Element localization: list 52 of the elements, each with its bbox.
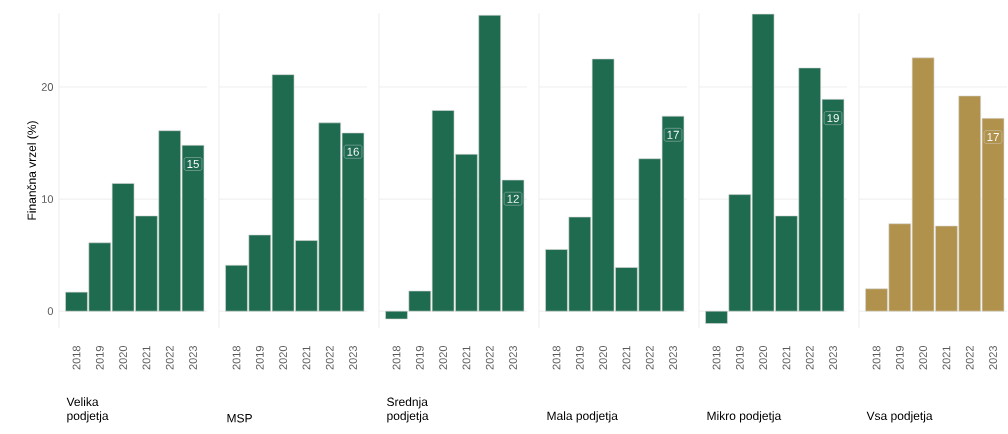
data-label: 12 bbox=[507, 194, 519, 203]
x-tick-label: 2018 bbox=[552, 346, 561, 370]
x-tick-label: 2023 bbox=[349, 346, 357, 370]
x-tick-label: 2021 bbox=[302, 346, 311, 370]
x-tick-label: 2019 bbox=[575, 346, 584, 370]
x-tick-label: 2019 bbox=[95, 346, 104, 370]
data-label: 17 bbox=[987, 133, 999, 141]
data-label: 19 bbox=[827, 114, 839, 123]
x-tick-label: 2019 bbox=[255, 346, 264, 370]
x-tick-label: 2020 bbox=[439, 345, 447, 370]
x-tick-label: 2022 bbox=[165, 346, 174, 370]
x-tick-label: 2019 bbox=[895, 346, 904, 370]
data-label: 15 bbox=[187, 159, 199, 168]
x-tick-label: 2020 bbox=[919, 345, 927, 370]
x-tick-label: 2019 bbox=[735, 346, 744, 370]
x-tick-label: 2023 bbox=[829, 346, 837, 370]
x-tick-label: 2022 bbox=[485, 346, 494, 370]
x-tick-label: 2018 bbox=[712, 346, 721, 370]
data-label: 16 bbox=[347, 147, 359, 156]
text: Vsa podjetja bbox=[866, 411, 933, 423]
text: Mikro podjetja bbox=[707, 411, 782, 423]
x-tick-label: 2021 bbox=[622, 346, 631, 370]
x-tick-label: 2020 bbox=[279, 345, 287, 370]
text: Mala podjetja bbox=[547, 411, 618, 423]
data-label: 17 bbox=[667, 130, 679, 139]
x-tick-label: 2018 bbox=[232, 346, 241, 370]
y-tick-label: 10 bbox=[42, 195, 54, 203]
y-tick-label: 0 bbox=[47, 307, 54, 316]
x-tick-label: 2020 bbox=[759, 345, 767, 370]
x-tick-label: 2018 bbox=[72, 346, 81, 370]
text: Velika podjetja bbox=[66, 397, 109, 423]
x-tick-label: 2022 bbox=[325, 346, 334, 370]
x-tick-label: 2022 bbox=[645, 346, 654, 370]
x-tick-label: 2019 bbox=[415, 346, 424, 370]
x-tick-label: 2021 bbox=[782, 346, 791, 370]
y-axis-title: Finančna vrzel (%) bbox=[27, 121, 39, 220]
x-tick-label: 2020 bbox=[119, 345, 127, 370]
x-tick-label: 2022 bbox=[965, 346, 974, 370]
x-tick-label: 2021 bbox=[142, 346, 151, 370]
x-tick-label: 2023 bbox=[189, 346, 197, 370]
x-tick-label: 2022 bbox=[805, 346, 814, 370]
x-tick-label: 2018 bbox=[872, 346, 881, 370]
y-tick-label: 20 bbox=[41, 83, 54, 91]
text: Srednja podjetja bbox=[387, 397, 429, 423]
text: MSP bbox=[227, 413, 252, 423]
x-tick-label: 2023 bbox=[669, 346, 677, 370]
x-tick-label: 2023 bbox=[989, 346, 997, 370]
x-tick-label: 2021 bbox=[942, 346, 951, 370]
x-tick-label: 2018 bbox=[392, 346, 401, 370]
x-tick-label: 2020 bbox=[599, 345, 607, 370]
x-tick-label: 2023 bbox=[509, 346, 517, 370]
x-tick-label: 2021 bbox=[462, 346, 471, 370]
